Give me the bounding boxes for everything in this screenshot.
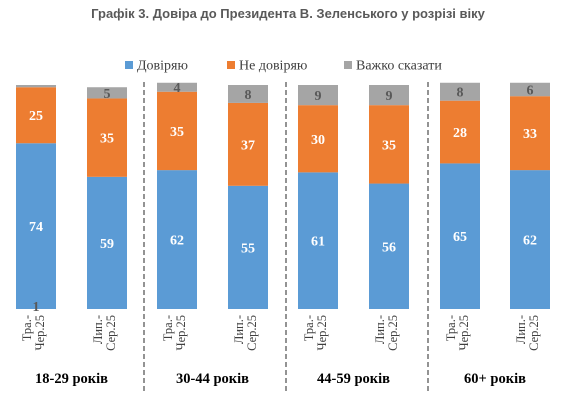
category-tick-label-line: Тра.- [302,315,316,341]
bar-distrust-2 [87,98,127,177]
legend-label-hard-to-say: Важко сказати [356,59,442,74]
bar-hard-to-say-5 [298,85,338,106]
bar-trust-1 [16,143,56,309]
value-label-hard-to-say-2: 5 [104,87,111,102]
category-tick-label-line: Лип.- [232,315,246,344]
category-tick-label-1: Тра.-Чер.25 [20,315,47,351]
legend-swatch-hard-to-say [344,61,352,69]
value-label-distrust-4: 37 [241,138,255,153]
bar-distrust-1 [16,87,56,144]
category-tick-label-line: Лип.- [373,315,387,344]
bar-hard-to-say-7 [440,82,480,101]
category-tick-label-line: Сер.25 [104,315,118,351]
value-label-trust-5: 61 [311,235,325,250]
bar-distrust-6 [369,105,409,184]
category-tick-label-5: Тра.-Чер.25 [302,315,329,351]
value-label-distrust-1: 25 [29,109,43,124]
category-tick-label-line: Лип.- [91,315,105,344]
category-tick-label-line: Сер.25 [527,315,541,351]
chart-title: Графік 3. Довіра до Президента В. Зеленс… [91,6,485,21]
value-label-trust-8: 62 [523,234,537,249]
legend-label-trust: Довіряю [137,59,188,74]
bar-trust-2 [87,176,127,309]
value-label-hard-to-say-3: 4 [174,81,181,96]
bar-hard-to-say-4 [228,85,268,103]
bar-trust-7 [440,163,480,309]
legend-label-distrust: Не довіряю [239,59,307,74]
category-tick-label-line: Чер.25 [174,315,188,351]
category-tick-label-7: Тра.-Чер.25 [444,315,471,351]
category-tick-label-6: Лип.-Сер.25 [373,315,400,351]
bar-distrust-7 [440,100,480,164]
category-tick-label-line: Тра.- [444,315,458,341]
category-tick-label-line: Тра.- [161,315,175,341]
legend-swatch-trust [125,61,133,69]
bar-trust-8 [510,170,550,309]
value-label-hard-to-say-5: 9 [315,89,322,104]
group-label-2: 30-44 років [176,371,249,387]
bar-hard-to-say-1 [16,85,56,88]
value-label-hard-to-say-8: 6 [527,83,534,98]
category-tick-label-line: Тра.- [20,315,34,341]
bar-hard-to-say-6 [369,85,409,106]
category-tick-label-line: Чер.25 [457,315,471,351]
category-tick-label-4: Лип.-Сер.25 [232,315,259,351]
bar-trust-5 [298,172,338,309]
value-label-trust-2: 59 [100,237,114,252]
bar-hard-to-say-2 [87,87,127,99]
bar-trust-3 [157,170,197,309]
group-label-4: 60+ років [464,371,526,387]
bar-distrust-4 [228,102,268,186]
category-tick-label-line: Сер.25 [245,315,259,351]
value-label-trust-1: 74 [29,220,43,235]
category-tick-label-line: Чер.25 [33,315,47,351]
value-label-distrust-3: 35 [170,125,184,140]
value-label-trust-7: 65 [453,230,467,245]
bar-distrust-8 [510,96,550,171]
category-tick-label-line: Сер.25 [386,315,400,351]
value-label-distrust-2: 35 [100,132,114,147]
category-tick-label-2: Лип.-Сер.25 [91,315,118,351]
category-tick-label-8: Лип.-Сер.25 [514,315,541,351]
value-label-hard-to-say-7: 8 [457,86,464,101]
bar-hard-to-say-3 [157,82,197,92]
value-label-distrust-6: 35 [382,138,396,153]
bar-hard-to-say-8 [510,82,550,97]
value-label-distrust-8: 33 [523,127,537,142]
value-label-trust-6: 56 [382,240,396,255]
value-label-hard-to-say-1: 1 [33,300,40,315]
group-label-3: 44-59 років [317,371,390,387]
value-label-trust-4: 55 [241,241,255,256]
bar-trust-6 [369,183,409,309]
bar-distrust-3 [157,91,197,171]
category-tick-label-line: Чер.25 [315,315,329,351]
value-label-trust-3: 62 [170,234,184,249]
value-label-distrust-5: 30 [311,133,325,148]
bar-distrust-5 [298,105,338,173]
category-tick-label-3: Тра.-Чер.25 [161,315,188,351]
group-label-1: 18-29 років [35,371,108,387]
bar-trust-4 [228,185,268,309]
category-tick-label-line: Лип.- [514,315,528,344]
value-label-hard-to-say-4: 8 [245,88,252,103]
value-label-distrust-7: 28 [453,126,467,141]
value-label-hard-to-say-6: 9 [386,89,393,104]
legend-swatch-distrust [227,61,235,69]
